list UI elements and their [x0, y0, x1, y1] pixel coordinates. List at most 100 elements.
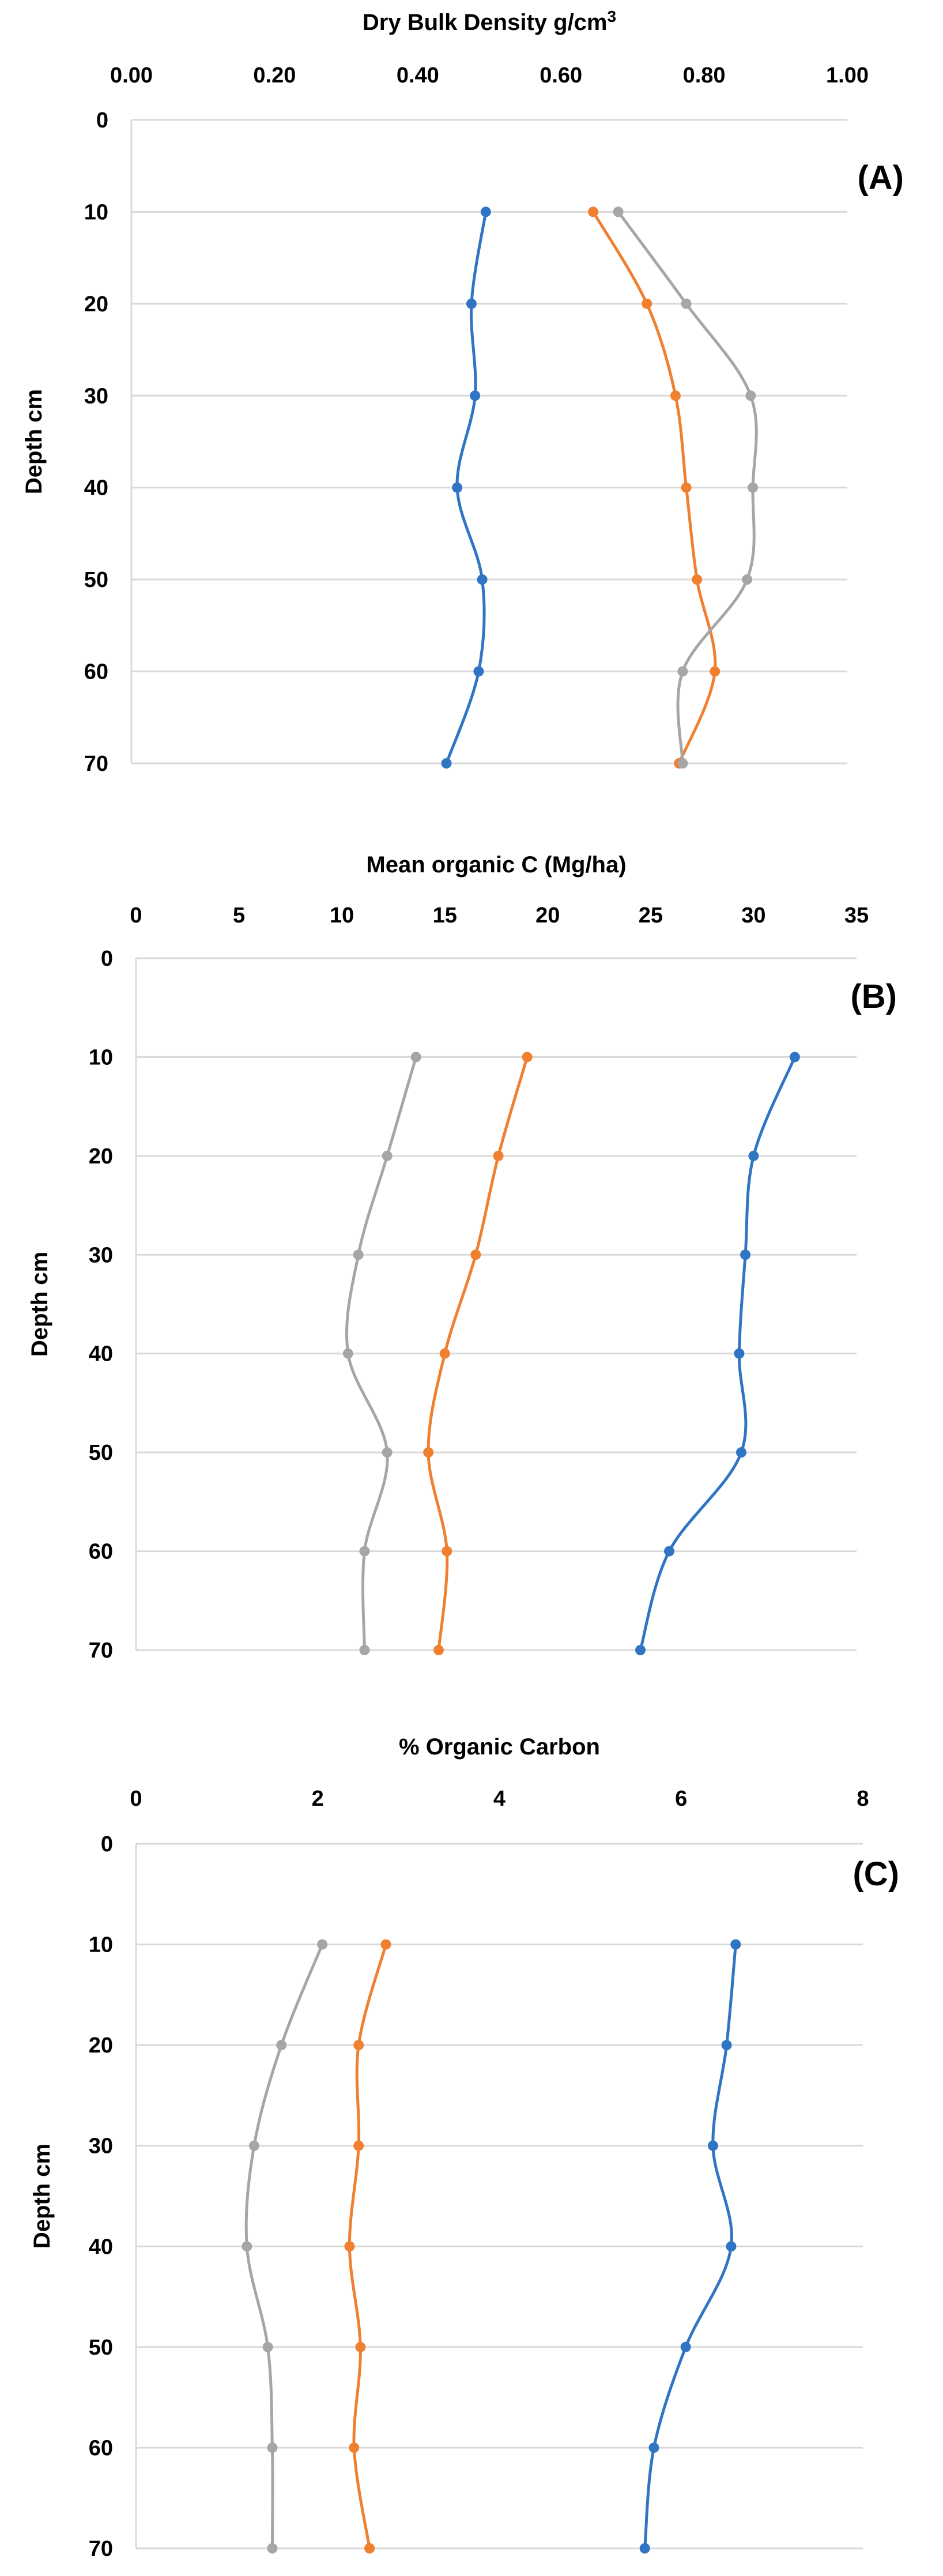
data-point-blue	[473, 666, 484, 677]
data-point-blue	[730, 1939, 741, 1950]
data-point-orange	[442, 1546, 452, 1557]
x-tick-label: 15	[433, 903, 457, 928]
data-point-orange	[364, 2543, 375, 2554]
y-tick-label: 20	[89, 1144, 113, 1169]
x-tick-label: 20	[535, 903, 560, 928]
x-tick-label: 2	[312, 1787, 324, 1811]
y-tick-label: 30	[84, 384, 108, 408]
y-tick-label: 60	[89, 1540, 113, 1564]
chart-title-text: % Organic Carbon	[399, 1734, 600, 1760]
data-point-gray	[359, 1645, 370, 1655]
data-point-blue	[680, 2341, 691, 2352]
data-point-gray	[677, 666, 688, 677]
x-tick-label: 0.80	[683, 63, 726, 88]
data-point-gray	[742, 574, 753, 585]
data-point-gray	[342, 1348, 353, 1359]
data-point-orange	[681, 482, 692, 493]
data-point-blue	[470, 390, 481, 401]
data-point-orange	[642, 298, 652, 309]
data-point-gray	[745, 390, 756, 401]
data-point-orange	[493, 1150, 504, 1161]
data-point-blue	[480, 206, 491, 217]
data-point-gray	[353, 1249, 364, 1260]
data-point-gray	[748, 482, 759, 493]
x-tick-label: 0.60	[540, 63, 582, 88]
x-tick-label: 25	[639, 903, 663, 928]
data-point-blue	[452, 482, 463, 493]
y-tick-label: 10	[84, 200, 108, 224]
chart-title-superscript: 3	[608, 7, 617, 25]
y-tick-label: 10	[89, 1045, 113, 1069]
data-point-gray	[677, 758, 688, 769]
data-point-blue	[466, 298, 477, 309]
data-point-gray	[276, 2040, 287, 2051]
data-point-blue	[726, 2241, 737, 2252]
data-point-orange	[588, 206, 599, 217]
x-tick-label: 0.20	[253, 63, 296, 88]
data-point-orange	[692, 574, 703, 585]
y-tick-label: 50	[89, 1441, 113, 1465]
data-point-orange	[433, 1645, 444, 1655]
y-tick-label: 20	[89, 2033, 113, 2058]
data-point-orange	[355, 2341, 366, 2352]
data-point-gray	[317, 1939, 328, 1950]
data-point-blue	[789, 1052, 800, 1063]
y-tick-label: 50	[84, 568, 108, 592]
data-point-blue	[441, 758, 452, 769]
panel-label: (A)	[857, 159, 904, 197]
data-point-orange	[470, 1249, 481, 1260]
y-tick-label: 60	[89, 2436, 113, 2460]
x-tick-label: 35	[844, 903, 869, 928]
data-point-orange	[439, 1348, 450, 1359]
x-tick-label: 30	[741, 903, 765, 928]
y-tick-label: 30	[89, 2134, 113, 2159]
data-point-blue	[664, 1546, 674, 1557]
x-tick-label: 10	[330, 903, 354, 928]
x-tick-label: 8	[857, 1787, 869, 1811]
data-point-blue	[707, 2140, 718, 2151]
y-tick-label: 0	[96, 108, 108, 133]
x-tick-label: 4	[493, 1787, 506, 1811]
data-point-gray	[267, 2442, 278, 2453]
x-tick-label: 5	[233, 903, 245, 928]
data-point-gray	[382, 1150, 393, 1161]
data-point-gray	[267, 2543, 278, 2554]
data-point-blue	[721, 2040, 732, 2051]
chart-panel-3: % Organic Carbon 0 2 4 6 8 0 10 20 30 40 50 60 70 Dept…	[29, 1734, 899, 2561]
y-tick-label: 70	[89, 1639, 113, 1663]
data-point-blue	[736, 1447, 746, 1458]
y-axis-label: Depth cm	[29, 2144, 55, 2249]
data-point-blue	[477, 574, 488, 585]
y-tick-label: 40	[89, 2235, 113, 2259]
data-point-gray	[410, 1052, 421, 1063]
y-tick-label: 70	[84, 752, 108, 776]
chart-panel-1: Dry Bulk Density g/cm3 0.00 0.20 0.40 0.60 0.…	[21, 7, 904, 776]
data-point-orange	[522, 1052, 533, 1063]
data-point-blue	[648, 2442, 659, 2453]
data-point-orange	[380, 1939, 391, 1950]
chart-title: Dry Bulk Density g/cm3	[363, 7, 616, 35]
x-tick-label: 0.00	[110, 63, 153, 88]
y-tick-label: 0	[101, 1832, 113, 1856]
data-point-gray	[262, 2341, 273, 2352]
y-tick-label: 10	[89, 1933, 113, 1957]
chart-title: % Organic Carbon	[399, 1734, 600, 1760]
x-tick-label: 0	[130, 1787, 142, 1811]
data-point-orange	[353, 2140, 364, 2151]
chart-title: Mean organic C (Mg/ha)	[366, 852, 626, 878]
data-point-orange	[344, 2241, 355, 2252]
data-point-blue	[734, 1348, 745, 1359]
data-point-gray	[681, 298, 692, 309]
data-point-orange	[349, 2442, 360, 2453]
y-axis-label: Depth cm	[21, 389, 47, 494]
y-tick-label: 40	[84, 476, 108, 500]
x-tick-label: 6	[675, 1787, 687, 1811]
y-tick-label: 50	[89, 2336, 113, 2360]
x-tick-label: 0	[130, 903, 142, 928]
data-point-orange	[353, 2040, 364, 2051]
y-tick-label: 70	[89, 2537, 113, 2561]
x-tick-label: 0.40	[397, 63, 439, 88]
data-point-gray	[382, 1447, 393, 1458]
data-point-blue	[740, 1249, 751, 1260]
y-tick-label: 0	[101, 947, 113, 971]
